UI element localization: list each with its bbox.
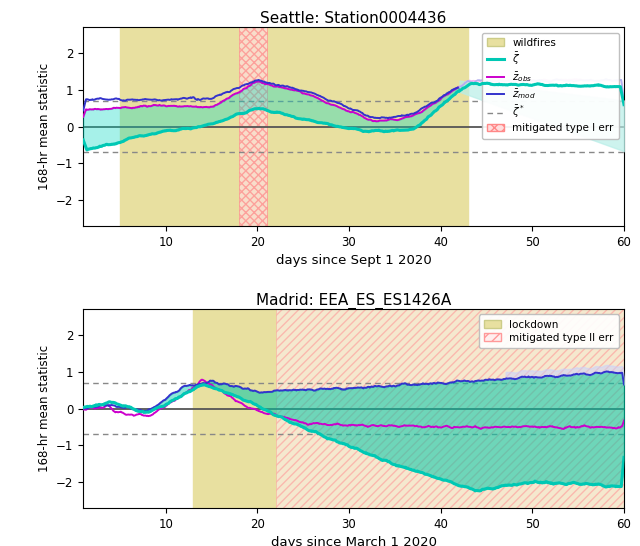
X-axis label: days since Sept 1 2020: days since Sept 1 2020 bbox=[276, 254, 431, 267]
Title: Seattle: Station0004436: Seattle: Station0004436 bbox=[260, 11, 447, 26]
Bar bbox=[120, 27, 468, 226]
Y-axis label: 168-hr mean statistic: 168-hr mean statistic bbox=[38, 345, 51, 472]
Bar bbox=[239, 27, 266, 226]
Bar bbox=[193, 309, 624, 508]
Legend: lockdown, mitigated type II err: lockdown, mitigated type II err bbox=[479, 314, 619, 348]
X-axis label: days since March 1 2020: days since March 1 2020 bbox=[271, 536, 436, 546]
Title: Madrid: EEA_ES_ES1426A: Madrid: EEA_ES_ES1426A bbox=[256, 293, 451, 309]
Y-axis label: 168-hr mean statistic: 168-hr mean statistic bbox=[38, 63, 51, 190]
Bar bbox=[276, 309, 624, 508]
Legend: wildfires, $\bar{\zeta}$, $\bar{z}_{obs}$, $\bar{z}_{mod}$, $\bar{\zeta}^*$, mit: wildfires, $\bar{\zeta}$, $\bar{z}_{obs}… bbox=[482, 33, 619, 139]
